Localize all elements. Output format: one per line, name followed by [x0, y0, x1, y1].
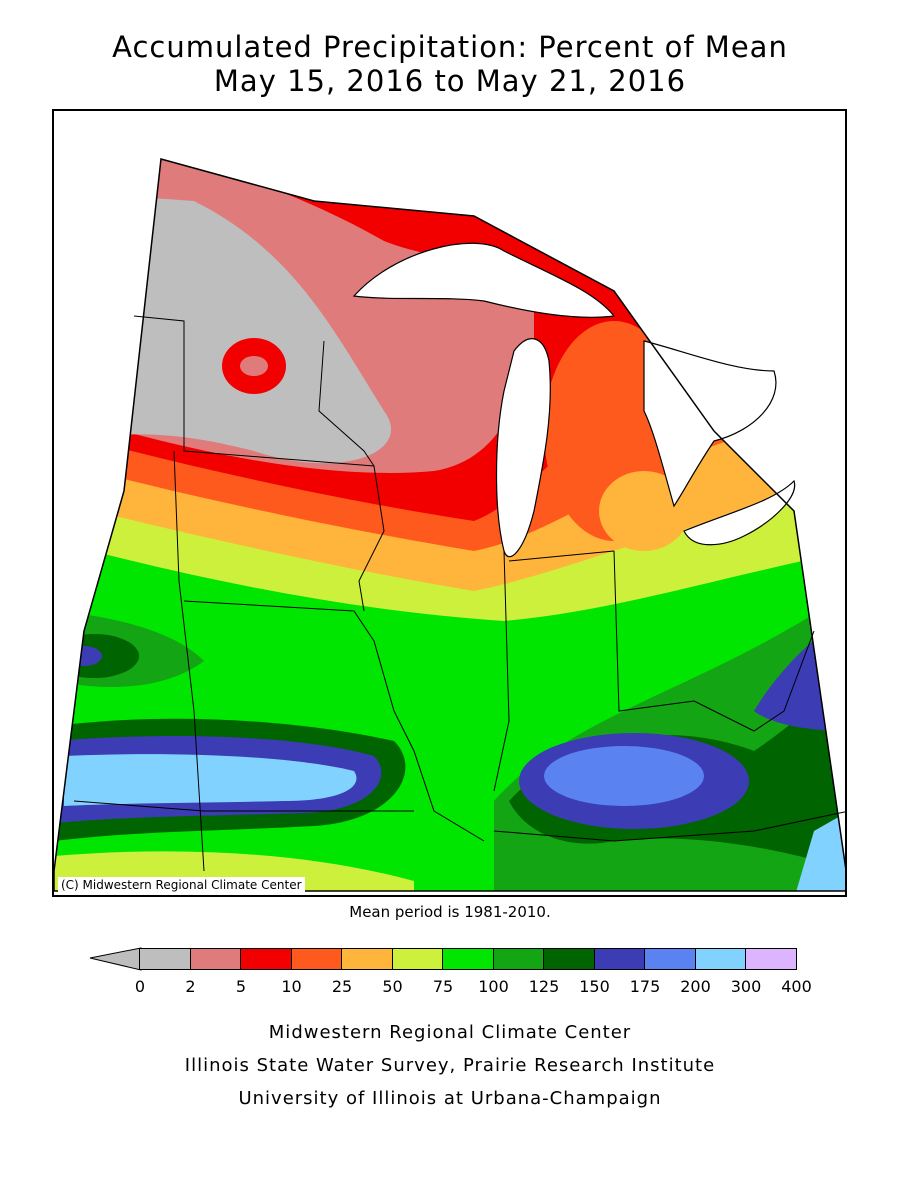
legend-tick-label: 5	[235, 977, 247, 996]
state-boundaries	[73, 315, 845, 872]
footer-university: University of Illinois at Urbana-Champai…	[238, 1088, 662, 1109]
legend-tick-label: 50	[382, 977, 403, 996]
fill-se-lightblue	[794, 811, 845, 891]
map-date-range: May 15, 2016 to May 21, 2016	[213, 64, 687, 98]
legend-swatch-9	[593, 948, 645, 970]
border-ks-ok	[73, 800, 414, 812]
border-in-oh	[613, 550, 695, 712]
legend-swatch-7	[492, 948, 544, 970]
legend-tick-label: 10	[281, 977, 302, 996]
legend-tick-label: 400	[781, 977, 812, 996]
border-ia-il-mo	[183, 600, 485, 842]
footer-org: Midwestern Regional Climate Center	[268, 1022, 632, 1043]
fill-ky-lightblue	[544, 746, 704, 806]
border-il-in	[493, 550, 510, 792]
fill-ne-ks-blue	[66, 646, 102, 666]
fill-michigan-yellow	[599, 471, 689, 551]
color-legend: 0 2 5 10 25 50 75 100 125 150 175 200 300 400	[88, 945, 828, 1005]
legend-bar	[139, 948, 797, 970]
border-in-mi	[508, 550, 615, 562]
legend-swatch-10	[644, 948, 696, 970]
footer-survey: Illinois State Water Survey, Prairie Res…	[184, 1055, 716, 1076]
map-canvas	[54, 158, 845, 892]
legend-swatch-5	[391, 948, 443, 970]
legend-swatch-4	[341, 948, 393, 970]
legend-below-arrow	[89, 947, 142, 971]
map-title: Accumulated Precipitation: Percent of Me…	[112, 30, 788, 64]
map-credit: (C) Midwestern Regional Climate Center	[58, 877, 305, 893]
great-lakes	[352, 242, 796, 558]
border-ne-ia	[173, 450, 205, 872]
legend-swatch-0	[139, 948, 191, 970]
legend-tick-label: 25	[331, 977, 353, 996]
lake-michigan	[495, 338, 551, 558]
legend-swatch-1	[189, 948, 241, 970]
precipitation-map: (C) Midwestern Regional Climate Center	[52, 109, 847, 897]
legend-tick-label: 200	[680, 977, 711, 996]
legend-tick-label: 150	[579, 977, 610, 996]
legend-swatch-2	[240, 948, 292, 970]
border-ky-tn	[493, 811, 845, 842]
legend-swatch-6	[442, 948, 494, 970]
legend-tick-label: 125	[528, 977, 560, 996]
border-mn-wi	[318, 340, 385, 612]
precip-fill-layer	[54, 159, 845, 891]
legend-tick-label: 100	[478, 977, 509, 996]
legend-arrow-shape	[89, 947, 142, 971]
lake-superior	[352, 242, 616, 318]
fill-ksmo-lightblue	[64, 754, 357, 806]
legend-swatch-8	[543, 948, 595, 970]
lake-erie	[683, 479, 796, 546]
legend-tick-label: 75	[432, 977, 454, 996]
legend-swatch-11	[694, 948, 746, 970]
lake-huron	[643, 340, 777, 508]
legend-tick-label: 2	[185, 977, 196, 996]
legend-swatch-12	[745, 948, 797, 970]
region-outline	[54, 158, 845, 892]
border-nd-sd-mn	[133, 315, 375, 467]
legend-tick-label: 300	[730, 977, 762, 996]
border-oh-wv	[693, 630, 815, 732]
legend-tick-label: 0	[134, 977, 146, 996]
fill-mn-pink-center	[240, 356, 268, 376]
mean-period-note: Mean period is 1981-2010.	[349, 903, 551, 921]
legend-tick-label: 175	[629, 977, 661, 996]
legend-swatch-3	[290, 948, 342, 970]
